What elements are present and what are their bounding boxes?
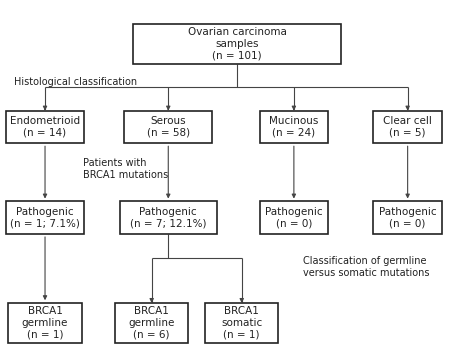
FancyBboxPatch shape [205, 303, 279, 343]
Text: Pathogenic
(n = 1; 7.1%): Pathogenic (n = 1; 7.1%) [10, 207, 80, 229]
Text: Endometrioid
(n = 14): Endometrioid (n = 14) [10, 116, 80, 138]
Text: Mucinous
(n = 24): Mucinous (n = 24) [269, 116, 319, 138]
Text: Clear cell
(n = 5): Clear cell (n = 5) [383, 116, 432, 138]
Text: BRCA1
germline
(n = 1): BRCA1 germline (n = 1) [22, 306, 68, 340]
Text: Patients with
BRCA1 mutations: Patients with BRCA1 mutations [83, 158, 168, 180]
Text: BRCA1
germline
(n = 6): BRCA1 germline (n = 6) [128, 306, 175, 340]
FancyBboxPatch shape [373, 111, 442, 143]
FancyBboxPatch shape [124, 111, 212, 143]
FancyBboxPatch shape [6, 111, 84, 143]
FancyBboxPatch shape [6, 201, 84, 234]
FancyBboxPatch shape [133, 24, 341, 64]
FancyBboxPatch shape [259, 201, 328, 234]
Text: Pathogenic
(n = 0): Pathogenic (n = 0) [379, 207, 437, 229]
Text: Ovarian carcinoma
samples
(n = 101): Ovarian carcinoma samples (n = 101) [188, 27, 286, 60]
FancyBboxPatch shape [373, 201, 442, 234]
FancyBboxPatch shape [115, 303, 188, 343]
Text: Histological classification: Histological classification [14, 77, 137, 87]
Text: Serous
(n = 58): Serous (n = 58) [147, 116, 190, 138]
FancyBboxPatch shape [8, 303, 82, 343]
Text: BRCA1
somatic
(n = 1): BRCA1 somatic (n = 1) [221, 306, 263, 340]
Text: Classification of germline
versus somatic mutations: Classification of germline versus somati… [303, 256, 430, 278]
Text: Pathogenic
(n = 0): Pathogenic (n = 0) [265, 207, 323, 229]
Text: Pathogenic
(n = 7; 12.1%): Pathogenic (n = 7; 12.1%) [130, 207, 207, 229]
FancyBboxPatch shape [119, 201, 217, 234]
FancyBboxPatch shape [259, 111, 328, 143]
